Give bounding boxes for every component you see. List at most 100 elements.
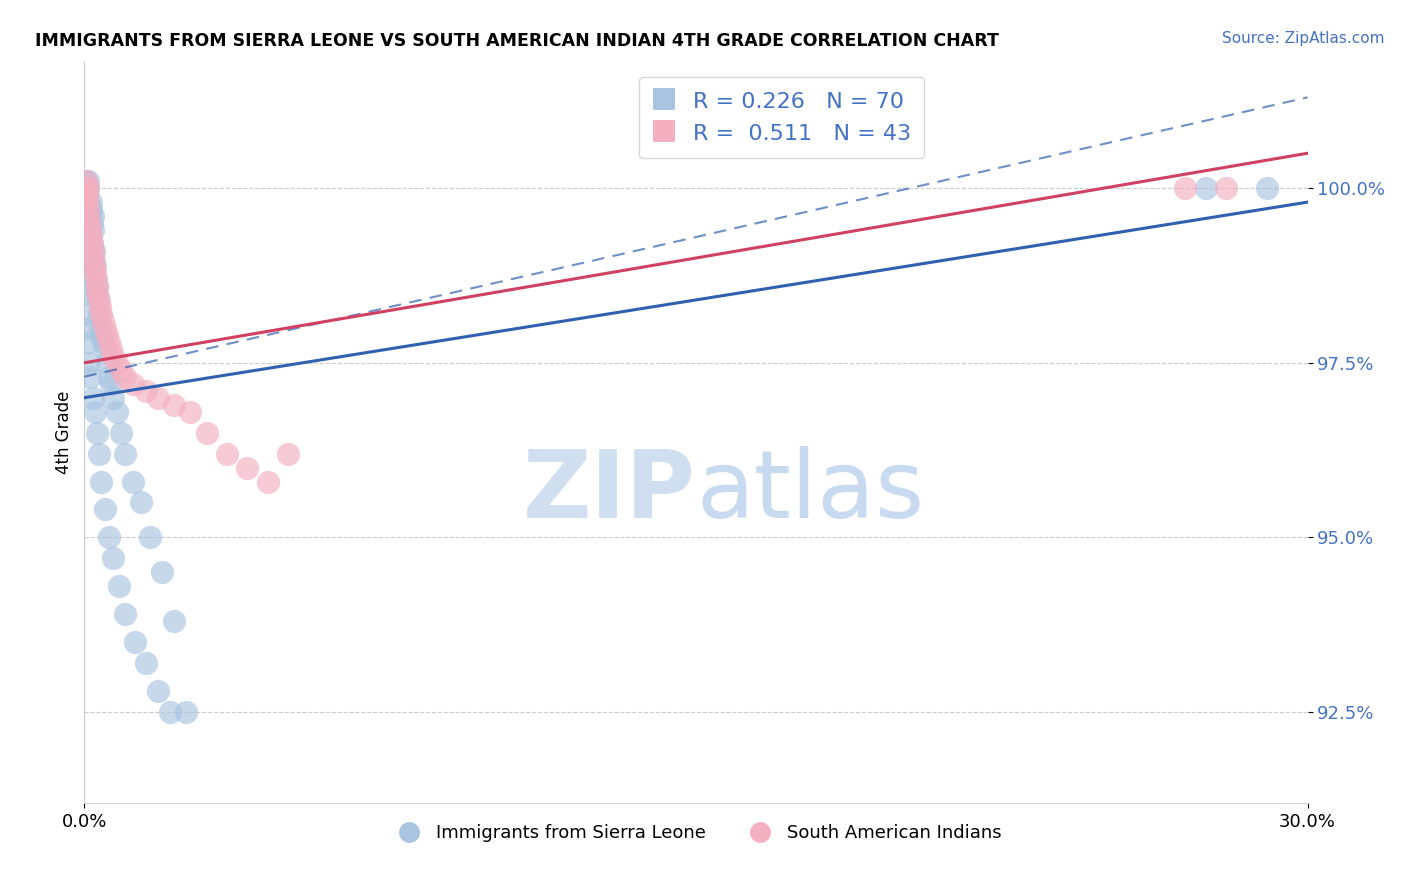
Point	[75, 265, 97, 279]
Point	[82, 237, 104, 252]
Point	[93, 502, 115, 516]
Point	[77, 202, 100, 216]
Text: IMMIGRANTS FROM SIERRA LEONE VS SOUTH AMERICAN INDIAN 4TH GRADE CORRELATION CHAR: IMMIGRANTS FROM SIERRA LEONE VS SOUTH AM…	[35, 32, 1000, 50]
Point	[75, 230, 97, 244]
Point	[79, 230, 101, 244]
Legend: Immigrants from Sierra Leone, South American Indians: Immigrants from Sierra Leone, South Amer…	[384, 817, 1008, 849]
Point	[96, 327, 118, 342]
Point	[83, 244, 105, 258]
Point	[277, 446, 299, 460]
Point	[114, 446, 136, 460]
Point	[1195, 181, 1218, 195]
Point	[77, 174, 100, 188]
Point	[257, 475, 280, 489]
Point	[87, 293, 110, 307]
Point	[84, 265, 107, 279]
Point	[146, 391, 169, 405]
Point	[86, 285, 108, 300]
Point	[97, 530, 120, 544]
Point	[83, 258, 105, 272]
Point	[163, 398, 186, 412]
Point	[80, 195, 103, 210]
Point	[159, 705, 181, 719]
Point	[110, 425, 132, 440]
Point	[82, 251, 104, 265]
Point	[108, 579, 131, 593]
Point	[100, 376, 122, 391]
Point	[75, 174, 97, 188]
Point	[236, 460, 259, 475]
Point	[96, 356, 118, 370]
Point	[80, 230, 103, 244]
Point	[79, 223, 101, 237]
Point	[77, 216, 100, 230]
Point	[82, 244, 104, 258]
Point	[89, 300, 111, 314]
Point	[79, 223, 101, 237]
Point	[76, 188, 98, 202]
Point	[84, 285, 107, 300]
Point	[90, 327, 112, 342]
Point	[79, 369, 101, 384]
Point	[114, 607, 136, 622]
Point	[87, 307, 110, 321]
Text: ZIP: ZIP	[523, 446, 696, 538]
Point	[122, 376, 145, 391]
Point	[77, 334, 100, 349]
Point	[91, 314, 114, 328]
Point	[93, 342, 115, 356]
Point	[75, 181, 97, 195]
Point	[86, 279, 108, 293]
Text: Source: ZipAtlas.com: Source: ZipAtlas.com	[1222, 31, 1385, 46]
Point	[77, 356, 100, 370]
Point	[122, 475, 145, 489]
Point	[110, 363, 132, 377]
Point	[87, 446, 110, 460]
Point	[105, 356, 128, 370]
Point	[93, 321, 115, 335]
Point	[76, 321, 98, 335]
Point	[75, 188, 97, 202]
Point	[75, 251, 97, 265]
Point	[82, 223, 104, 237]
Point	[101, 551, 124, 566]
Point	[101, 349, 124, 363]
Point	[76, 181, 98, 195]
Point	[82, 391, 104, 405]
Point	[97, 369, 120, 384]
Point	[101, 391, 124, 405]
Point	[75, 195, 97, 210]
Point	[76, 181, 98, 195]
Point	[1174, 181, 1197, 195]
Point	[146, 684, 169, 698]
Point	[84, 272, 107, 286]
Point	[80, 202, 103, 216]
Point	[90, 475, 112, 489]
Point	[86, 425, 108, 440]
Point	[80, 237, 103, 252]
Point	[83, 405, 105, 419]
Y-axis label: 4th Grade: 4th Grade	[55, 391, 73, 475]
Point	[76, 307, 98, 321]
Point	[76, 195, 98, 210]
Point	[195, 425, 218, 440]
Point	[1215, 181, 1237, 195]
Point	[179, 405, 201, 419]
Point	[84, 272, 107, 286]
Point	[75, 188, 97, 202]
Point	[135, 384, 157, 398]
Point	[83, 258, 105, 272]
Point	[77, 181, 100, 195]
Point	[1256, 181, 1278, 195]
Point	[90, 307, 112, 321]
Point	[114, 369, 136, 384]
Point	[89, 321, 111, 335]
Point	[75, 174, 97, 188]
Point	[217, 446, 239, 460]
Point	[86, 279, 108, 293]
Point	[174, 705, 197, 719]
Point	[79, 209, 101, 223]
Point	[87, 293, 110, 307]
Point	[77, 209, 100, 223]
Point	[76, 195, 98, 210]
